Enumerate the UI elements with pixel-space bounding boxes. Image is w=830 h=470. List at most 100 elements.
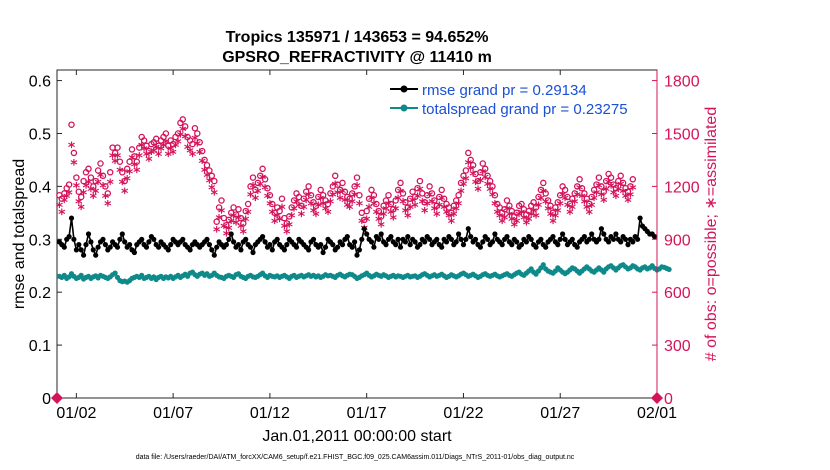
obs-possible-marker <box>131 153 138 160</box>
obs-assimilated-marker: * <box>433 209 441 225</box>
data-point-rmse <box>622 236 629 242</box>
obs-possible-marker <box>474 177 482 185</box>
obs-assimilated-marker: * <box>107 177 115 193</box>
x-tick-label: 02/01 <box>637 405 677 422</box>
obs-possible-marker <box>581 190 588 197</box>
data-point-rmse <box>310 236 317 242</box>
data-point-rmse <box>156 244 162 250</box>
data-point-rmse <box>344 234 350 240</box>
y-tick-label-left: 0 <box>42 391 51 408</box>
obs-assimilated-marker: * <box>474 184 482 200</box>
obs-assimilated-marker: * <box>414 191 422 207</box>
obs-possible-marker <box>283 220 291 227</box>
obs-assimilated-marker: * <box>228 216 236 232</box>
data-point-rmse <box>339 242 346 248</box>
obs-assimilated-marker: * <box>109 151 117 167</box>
obs-possible-marker <box>244 200 252 208</box>
obs-count-layer: ****************************************… <box>56 116 637 244</box>
data-point-rmse <box>555 242 561 248</box>
y-tick-label-right: 1800 <box>664 74 700 91</box>
data-point-rmse <box>465 226 471 232</box>
obs-assimilated-marker: * <box>341 195 349 211</box>
obs-assimilated-marker: * <box>542 197 550 213</box>
data-point-rmse <box>168 242 174 248</box>
obs-assimilated-marker: * <box>249 181 257 197</box>
obs-possible-marker <box>339 179 346 187</box>
obs-assimilated-marker: * <box>194 138 202 154</box>
obs-possible-marker <box>377 213 385 220</box>
data-point-rmse <box>85 231 92 237</box>
obs-possible-marker <box>68 121 75 128</box>
obs-assimilated-marker: * <box>547 209 555 225</box>
data-point-rmse <box>402 239 408 245</box>
data-point-rmse <box>393 242 399 248</box>
data-point-rmse <box>581 234 588 240</box>
data-point-rmse <box>238 247 244 253</box>
obs-assimilated-marker: * <box>162 137 170 153</box>
obs-possible-marker <box>455 191 462 199</box>
obs-possible-marker <box>307 191 315 199</box>
obs-possible-marker <box>457 179 465 187</box>
obs-possible-marker <box>394 186 402 194</box>
obs-assimilated-marker: * <box>94 177 102 193</box>
obs-assimilated-marker: * <box>453 204 461 220</box>
legend: rmse grand pr = 0.29134 totalspread gran… <box>386 76 652 118</box>
data-point-rmse <box>613 231 619 237</box>
obs-possible-marker <box>588 193 595 201</box>
obs-assimilated-marker: * <box>300 202 308 218</box>
y-tick-label-right: 1200 <box>664 179 700 196</box>
obs-assimilated-marker: * <box>305 190 313 206</box>
obs-assimilated-marker: * <box>201 165 209 181</box>
obs-assimilated-marker: * <box>479 167 487 183</box>
obs-possible-marker <box>242 207 249 215</box>
obs-possible-marker <box>254 179 262 187</box>
obs-assimilated-marker: * <box>402 205 410 221</box>
obs-assimilated-marker: * <box>390 212 398 228</box>
obs-possible-marker <box>341 188 349 195</box>
obs-assimilated-marker: * <box>184 142 192 158</box>
obs-possible-marker <box>111 149 119 157</box>
y-tick-label-right: 1500 <box>664 126 700 143</box>
obs-assimilated-marker: * <box>346 202 354 218</box>
obs-assimilated-marker: * <box>607 181 615 197</box>
obs-possible-marker <box>361 216 368 224</box>
data-point-rmse <box>71 236 77 242</box>
obs-possible-marker <box>249 174 257 181</box>
data-point-rmse <box>596 236 602 242</box>
obs-assimilated-marker: * <box>174 137 182 153</box>
data-point-rmse <box>533 244 539 250</box>
obs-assimilated-marker: * <box>486 184 494 200</box>
obs-assimilated-marker: * <box>557 198 565 214</box>
data-point-rmse <box>480 239 486 245</box>
data-point-rmse <box>395 236 401 242</box>
legend-label-rmse: rmse grand pr = 0.29134 <box>422 82 587 99</box>
data-point-rmse <box>637 215 643 221</box>
data-point-rmse <box>550 234 556 240</box>
obs-assimilated-marker: * <box>102 191 110 207</box>
data-point-rmse <box>119 231 125 237</box>
obs-assimilated-marker: * <box>220 221 228 237</box>
obs-possible-marker <box>80 177 87 185</box>
chart-title-line1: Tropics 135971 / 143653 = 94.652% <box>226 29 489 46</box>
data-point-rmse <box>139 236 145 242</box>
obs-possible-marker <box>99 172 107 180</box>
obs-assimilated-marker: * <box>157 144 165 160</box>
obs-possible-marker <box>162 130 170 137</box>
obs-assimilated-marker: * <box>499 216 507 232</box>
data-point-rmse <box>652 234 658 240</box>
obs-possible-marker <box>198 147 206 155</box>
obs-assimilated-marker: * <box>411 200 419 216</box>
obs-possible-marker <box>409 188 416 195</box>
obs-possible-marker <box>213 218 220 225</box>
data-point-rmse <box>368 239 375 245</box>
obs-possible-marker <box>503 197 511 204</box>
obs-possible-marker <box>525 207 533 215</box>
obs-assimilated-marker: * <box>535 200 543 216</box>
data-point-rmse <box>407 242 413 248</box>
obs-assimilated-marker: * <box>237 221 245 237</box>
obs-possible-marker <box>317 186 324 194</box>
data-point-rmse <box>247 244 254 250</box>
data-point-rmse <box>322 244 329 250</box>
obs-assimilated-marker: * <box>491 198 499 214</box>
obs-assimilated-marker: * <box>261 182 269 198</box>
